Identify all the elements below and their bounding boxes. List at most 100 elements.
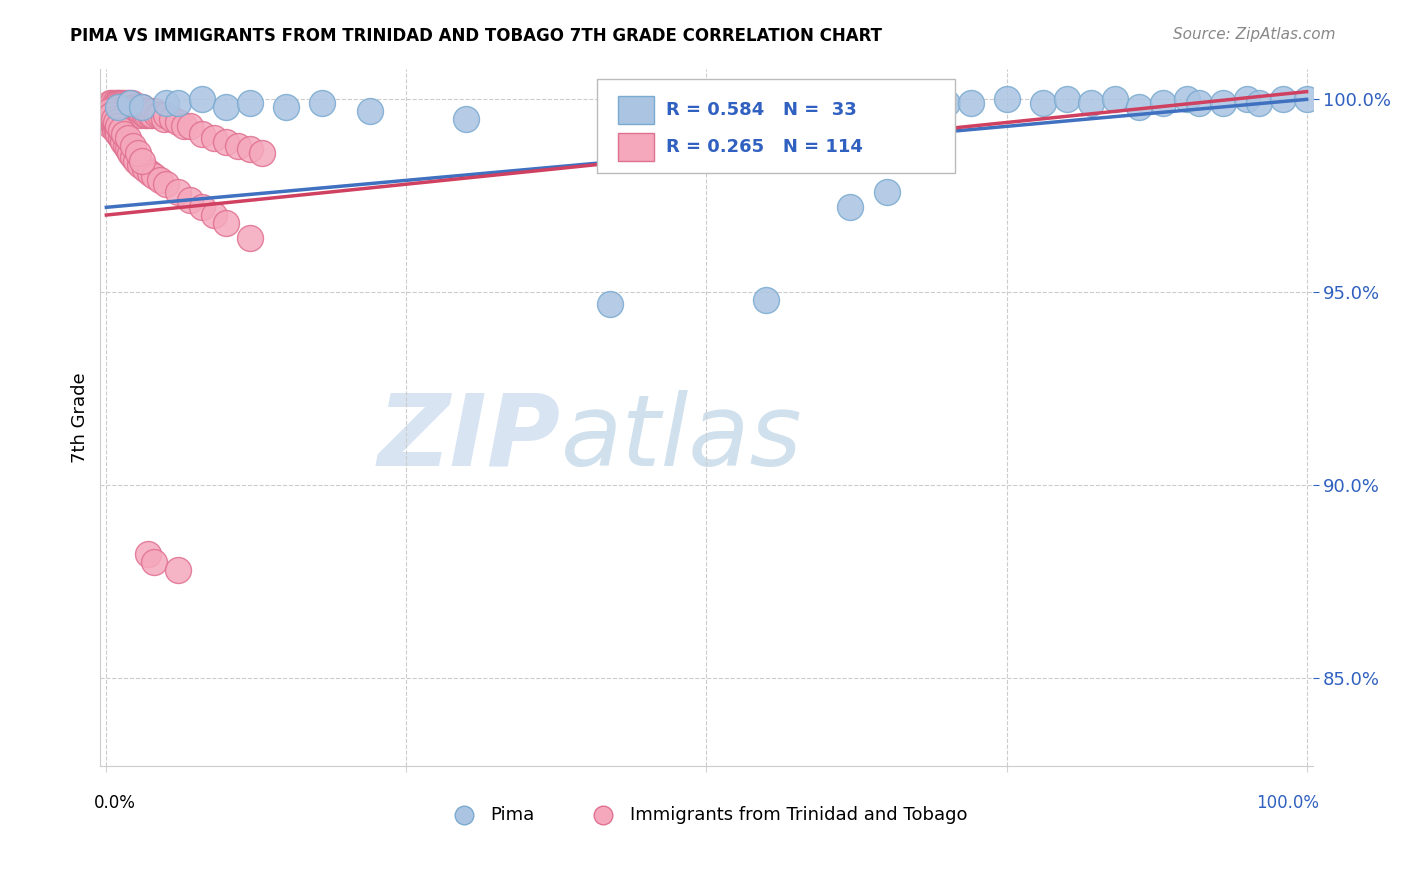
Point	[114, 108, 136, 122]
Point	[359, 103, 381, 118]
Point	[117, 131, 139, 145]
Point	[215, 216, 238, 230]
Point	[134, 108, 156, 122]
Point	[104, 100, 127, 114]
Point	[125, 154, 148, 169]
Point	[108, 96, 131, 111]
Point	[120, 108, 142, 122]
Point	[100, 108, 122, 122]
Point	[138, 547, 160, 561]
Point	[1236, 92, 1258, 106]
Point	[167, 115, 190, 129]
Point	[107, 127, 129, 141]
Point	[128, 100, 150, 114]
Point	[98, 100, 121, 114]
Point	[191, 200, 214, 214]
Point	[149, 173, 172, 187]
Point	[105, 123, 128, 137]
Point	[120, 100, 142, 114]
Point	[995, 92, 1018, 106]
Point	[104, 120, 127, 134]
Point	[135, 103, 157, 118]
Point	[111, 103, 134, 118]
Point	[911, 100, 934, 114]
Point	[100, 103, 122, 118]
Point	[138, 166, 160, 180]
Point	[104, 108, 127, 122]
Point	[239, 143, 262, 157]
Point	[105, 103, 128, 118]
Point	[121, 103, 143, 118]
Point	[122, 100, 145, 114]
Text: 0.0%: 0.0%	[94, 794, 136, 813]
Point	[112, 103, 135, 118]
Point	[136, 108, 159, 122]
Point	[599, 296, 621, 310]
Point	[114, 100, 136, 114]
Point	[131, 100, 153, 114]
Text: Source: ZipAtlas.com: Source: ZipAtlas.com	[1173, 27, 1336, 42]
Point	[120, 96, 142, 111]
Point	[138, 103, 160, 118]
Text: Immigrants from Trinidad and Tobago: Immigrants from Trinidad and Tobago	[630, 806, 967, 824]
Point	[129, 103, 152, 118]
Point	[153, 112, 176, 126]
Point	[129, 108, 152, 122]
Point	[1031, 96, 1053, 111]
Point	[112, 127, 135, 141]
Point	[107, 120, 129, 134]
Point	[1295, 92, 1317, 106]
Text: R = 0.584   N =  33: R = 0.584 N = 33	[666, 102, 858, 120]
Point	[935, 96, 957, 111]
Point	[107, 100, 129, 114]
Point	[149, 108, 172, 122]
Point	[228, 138, 250, 153]
Point	[111, 96, 134, 111]
Point	[101, 103, 124, 118]
Point	[121, 150, 143, 164]
Point	[145, 108, 167, 122]
Point	[1212, 96, 1234, 111]
Point	[112, 100, 135, 114]
Point	[104, 103, 127, 118]
Point	[115, 103, 138, 118]
Point	[129, 158, 152, 172]
Point	[191, 127, 214, 141]
Point	[124, 103, 146, 118]
Bar	[619, 134, 654, 161]
Point	[117, 100, 139, 114]
Point	[179, 193, 201, 207]
Point	[1080, 96, 1102, 111]
Point	[456, 112, 478, 126]
Point	[121, 96, 143, 111]
Point	[1187, 96, 1209, 111]
Point	[103, 112, 125, 126]
Point	[173, 120, 195, 134]
Point	[117, 143, 139, 157]
Point	[1056, 92, 1078, 106]
Point	[143, 103, 166, 118]
Point	[97, 103, 120, 118]
Text: atlas: atlas	[561, 390, 803, 487]
Point	[876, 185, 898, 199]
Point	[112, 96, 135, 111]
Point	[115, 96, 138, 111]
Point	[202, 208, 225, 222]
Point	[97, 112, 120, 126]
Point	[215, 100, 238, 114]
Point	[110, 123, 132, 137]
Point	[103, 100, 125, 114]
Point	[191, 92, 214, 106]
Point	[127, 146, 149, 161]
Point	[100, 100, 122, 114]
Point	[959, 96, 981, 111]
Point	[141, 108, 163, 122]
Text: ZIP: ZIP	[378, 390, 561, 487]
Point	[121, 138, 143, 153]
Point	[104, 115, 127, 129]
Point	[167, 563, 190, 577]
Point	[131, 154, 153, 169]
Point	[134, 161, 156, 176]
Point	[215, 135, 238, 149]
Point	[202, 131, 225, 145]
